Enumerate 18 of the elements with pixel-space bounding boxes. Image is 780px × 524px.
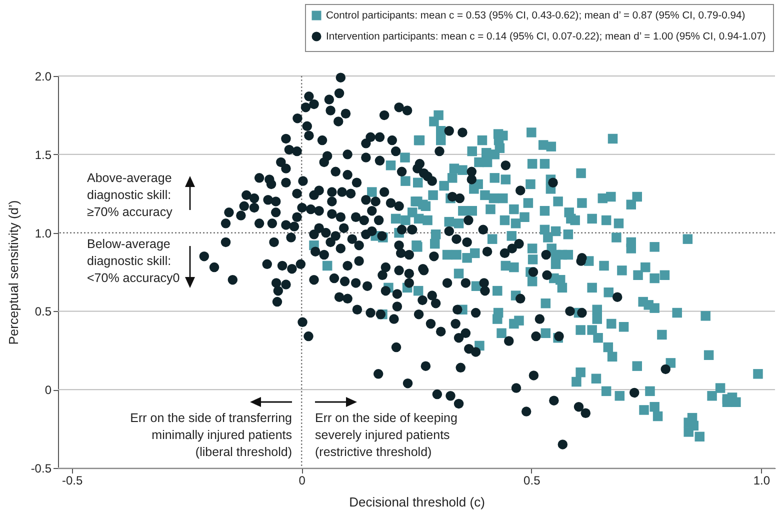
annotation: Err on the side of keeping severely injured patients (restrictive threshold): [315, 410, 458, 461]
annotation: Above-average diagnostic skill: ≥70% accuracy: [87, 170, 174, 221]
y-tick-label: 2.0: [34, 70, 52, 84]
y-tick-label: 0.5: [34, 304, 52, 319]
y-tick-label: 1.5: [34, 148, 52, 162]
annotation: Below-average diagnostic skill: <70% accuracy0: [87, 236, 181, 287]
x-tick-label: 1.0: [753, 474, 770, 488]
x-tick-label: -0.5: [62, 474, 83, 488]
x-tick-label: 0: [298, 474, 306, 488]
annotation: Err on the side of transferring minimally injured patients (liberal threshold): [129, 410, 292, 461]
legend-label: Control participants: mean c = 0.53 (95% CI, 0.43-0.62); mean d’ = 0.87 (95% CI, 0.79-0.94): [326, 10, 746, 22]
y-tick-label: 0: [44, 383, 52, 398]
y-tick-label: -0.5: [30, 462, 52, 476]
x-tick-label: 0.5: [524, 474, 541, 488]
y-tick-label: 1.0: [34, 226, 52, 240]
x-axis-title: Decisional threshold (c): [349, 494, 485, 510]
legend-label: Intervention participants: mean c = 0.14 (95% CI, 0.07-0.22); mean d’ = 1.00 (95% CI, 0.94-1.07): [326, 32, 766, 42]
y-axis-title: Perceptual sensitivity (d’): [6, 200, 21, 345]
